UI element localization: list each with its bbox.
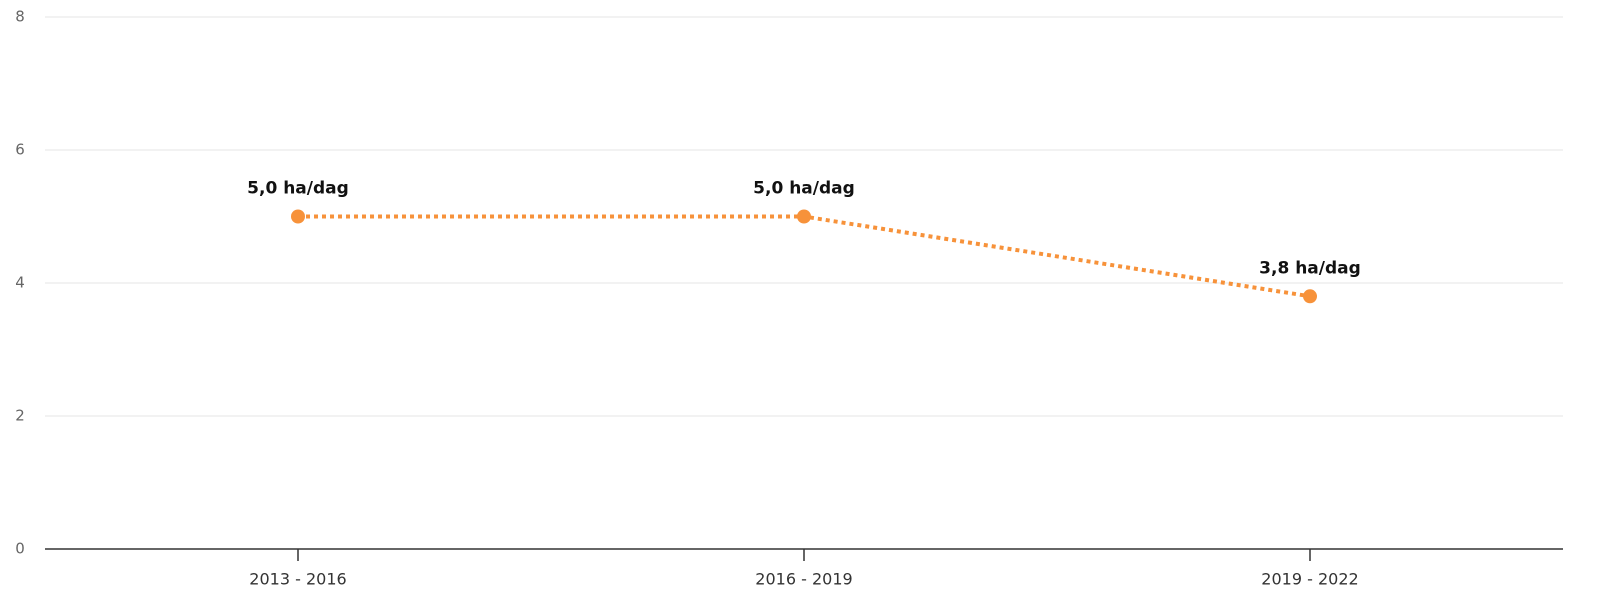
- y-tick-label: 8: [15, 8, 25, 26]
- y-tick-label: 4: [15, 274, 25, 292]
- y-tick-label: 6: [15, 141, 25, 159]
- data-point: [797, 209, 811, 224]
- y-tick-label: 2: [15, 407, 25, 425]
- y-tick-label: 0: [15, 540, 25, 558]
- x-tick-label: 2019 - 2022: [1261, 570, 1358, 589]
- data-point: [1303, 289, 1317, 304]
- data-label: 5,0 ha/dag: [753, 179, 855, 199]
- data-point: [291, 209, 305, 224]
- x-tick-label: 2016 - 2019: [755, 570, 852, 589]
- data-line: [298, 214, 1311, 299]
- data-label: 5,0 ha/dag: [247, 179, 349, 199]
- data-label: 3,8 ha/dag: [1259, 258, 1361, 278]
- x-tick-label: 2013 - 2016: [249, 570, 346, 589]
